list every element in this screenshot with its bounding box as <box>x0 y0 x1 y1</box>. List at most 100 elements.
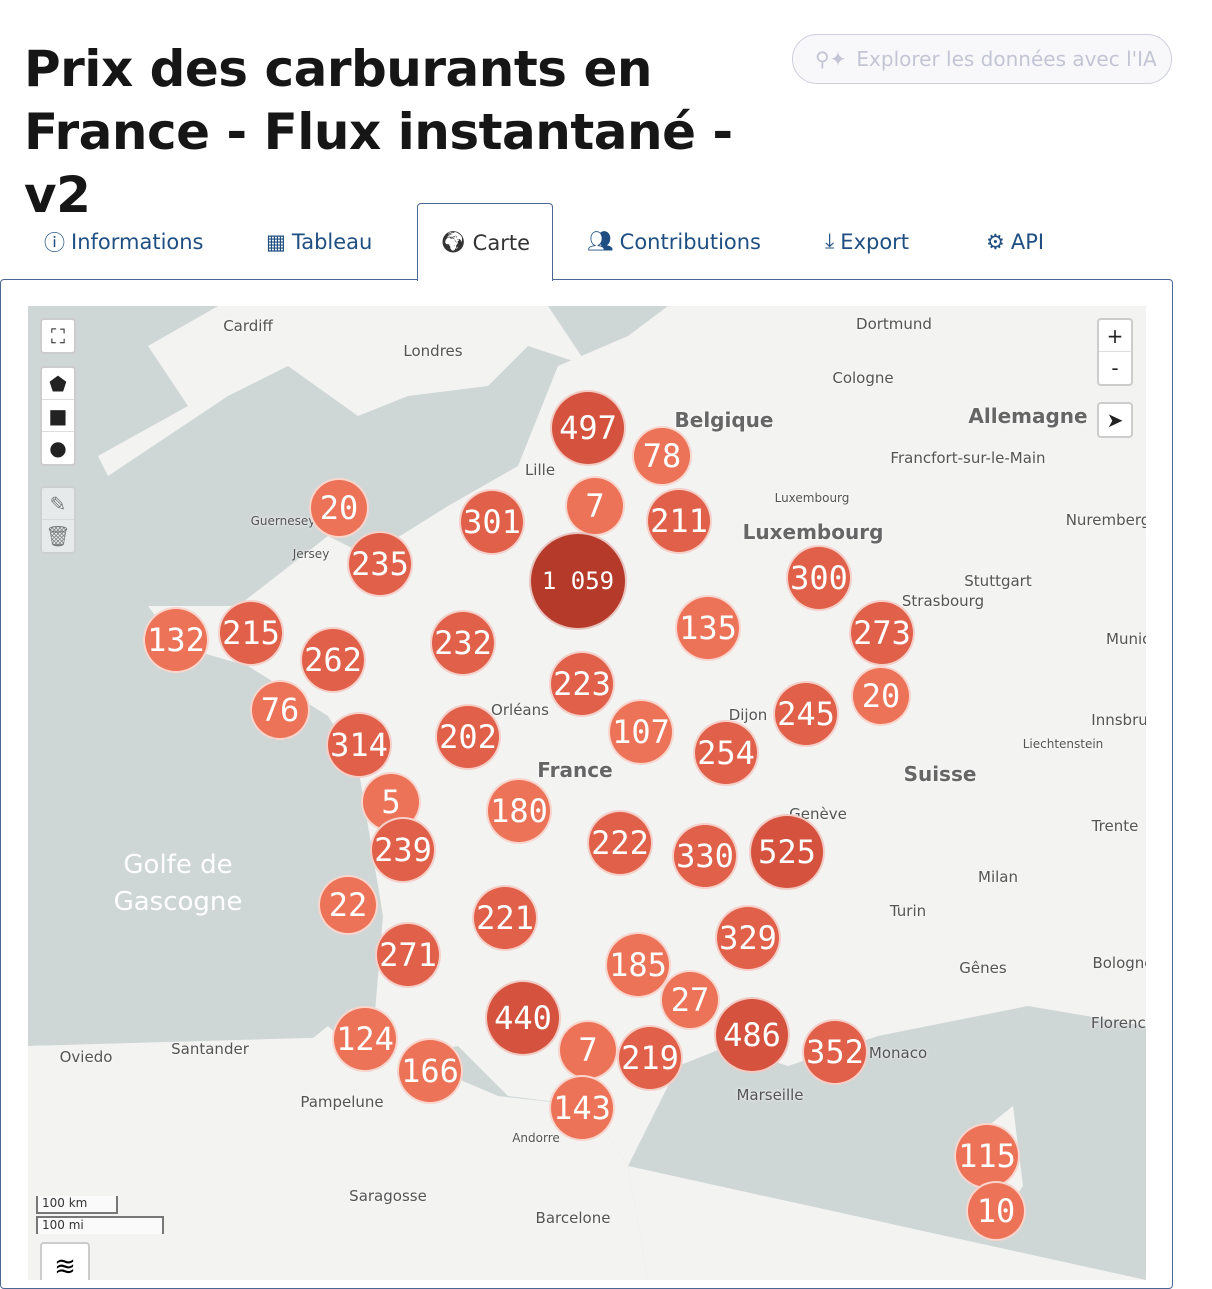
marker-cluster[interactable]: 76 <box>250 680 310 740</box>
marker-cluster[interactable]: 222 <box>587 810 653 876</box>
tab-informations[interactable]: ⓘ Informations <box>44 203 204 280</box>
tab-label: Export <box>840 229 910 254</box>
marker-cluster[interactable]: 215 <box>218 600 284 666</box>
marker-cluster[interactable]: 219 <box>617 1025 683 1091</box>
draw-rectangle-icon[interactable]: ■ <box>42 400 74 432</box>
edit-icon[interactable]: ✎ <box>42 488 74 520</box>
marker-cluster[interactable]: 486 <box>714 997 790 1073</box>
map-label: Belgique <box>674 408 774 432</box>
marker-cluster[interactable]: 180 <box>486 778 552 844</box>
marker-cluster[interactable]: 497 <box>550 390 626 466</box>
trash-icon[interactable]: 🗑︎ <box>45 524 71 548</box>
tab-label: Carte <box>472 230 530 255</box>
marker-cluster[interactable]: 232 <box>430 610 496 676</box>
marker-cluster[interactable]: 20 <box>309 478 369 538</box>
tab-api[interactable]: ⚙ API <box>986 203 1044 280</box>
marker-cluster[interactable]: 262 <box>300 627 366 693</box>
marker-cluster[interactable]: 185 <box>605 932 671 998</box>
map-label: Orléans <box>491 701 549 719</box>
draw-polygon-icon[interactable]: ⬟ <box>42 368 74 400</box>
marker-cluster[interactable]: 143 <box>549 1075 615 1141</box>
locate-button[interactable]: ➤ <box>1097 402 1133 438</box>
users-icon: 👥︎ <box>587 229 614 253</box>
marker-cluster[interactable]: 245 <box>773 681 839 747</box>
marker-cluster[interactable]: 115 <box>954 1123 1020 1189</box>
marker-cluster[interactable]: 7 <box>558 1020 618 1080</box>
marker-cluster[interactable]: 22 <box>318 875 378 935</box>
marker-cluster[interactable]: 7 <box>565 476 625 536</box>
marker-cluster[interactable]: 525 <box>749 814 825 890</box>
map-label: Allemagne <box>968 404 1088 428</box>
marker-cluster[interactable]: 202 <box>435 704 501 770</box>
map-label: Suisse <box>903 762 977 786</box>
marker-cluster[interactable]: 221 <box>472 885 538 951</box>
marker-cluster[interactable]: 166 <box>397 1038 463 1104</box>
marker-cluster[interactable]: 254 <box>693 720 759 786</box>
map-label: Londres <box>403 342 463 360</box>
marker-cluster[interactable]: 329 <box>715 905 781 971</box>
marker-cluster[interactable]: 132 <box>143 607 209 673</box>
map-label: Monaco <box>868 1044 928 1062</box>
marker-cluster[interactable]: 211 <box>646 488 712 554</box>
layers-icon: ≋ <box>54 1252 76 1280</box>
gears-icon: ⚙ <box>986 229 1005 254</box>
marker-cluster[interactable]: 352 <box>802 1019 868 1085</box>
map-label: Nuremberg <box>1065 511 1146 529</box>
marker-cluster[interactable]: 124 <box>332 1006 398 1072</box>
zoom-control: + - <box>1097 318 1133 386</box>
map-label: Florence <box>1090 1014 1146 1032</box>
map-label: Strasbourg <box>901 592 985 610</box>
tab-label: Tableau <box>291 229 373 254</box>
map-label: Trente <box>1091 817 1139 835</box>
tab-contributions[interactable]: 👥︎ Contributions <box>587 203 761 280</box>
marker-cluster[interactable]: 20 <box>851 666 911 726</box>
marker-cluster[interactable]: 27 <box>660 970 720 1030</box>
search-sparkle-icon: ⚲✦ <box>815 47 847 71</box>
page-title: Prix des carburants en France - Flux ins… <box>24 40 733 224</box>
map-label: Pampelune <box>300 1093 384 1111</box>
map-label: Dortmund <box>856 315 932 333</box>
map-label: Cardiff <box>223 317 273 335</box>
layers-button[interactable]: ≋ <box>40 1242 90 1280</box>
fullscreen-icon[interactable]: ⛶ <box>51 324 65 348</box>
tab-label: Contributions <box>619 229 762 254</box>
marker-cluster[interactable]: 239 <box>370 817 436 883</box>
marker-cluster[interactable]: 300 <box>786 545 852 611</box>
map-label: Dijon <box>728 706 768 724</box>
marker-cluster[interactable]: 78 <box>632 426 692 486</box>
location-arrow-icon[interactable]: ➤ <box>1106 408 1124 432</box>
marker-cluster[interactable]: 107 <box>608 699 674 765</box>
draw-circle-icon[interactable]: ● <box>49 436 67 460</box>
fullscreen-button[interactable]: ⛶ <box>40 318 76 354</box>
map-label: France <box>537 758 613 782</box>
marker-cluster[interactable]: 135 <box>675 595 741 661</box>
marker-cluster[interactable]: 301 <box>459 489 525 555</box>
zoom-in-button[interactable]: + <box>1099 320 1131 352</box>
map-label: Francfort-sur-le-Main <box>890 449 1046 467</box>
marker-cluster[interactable]: 330 <box>672 823 738 889</box>
map-label: Innsbruck <box>1091 711 1146 729</box>
marker-cluster[interactable]: 440 <box>485 980 561 1056</box>
tab-label: Informations <box>71 229 204 254</box>
zoom-out-button[interactable]: - <box>1111 356 1119 380</box>
ai-explore-label: Explorer les données avec l'IA <box>856 47 1157 71</box>
marker-cluster[interactable]: 223 <box>549 651 615 717</box>
marker-cluster[interactable]: 314 <box>326 712 392 778</box>
map-label: Munich <box>1106 630 1146 648</box>
map[interactable]: Cardiff Londres Dortmund Cologne Allemagne Be… <box>28 306 1146 1280</box>
marker-cluster[interactable]: 271 <box>375 922 441 988</box>
marker-cluster[interactable]: 10 <box>966 1181 1026 1241</box>
tab-export[interactable]: ⤓ Export <box>825 203 909 280</box>
marker-cluster[interactable]: 235 <box>347 531 413 597</box>
tab-bar: ⓘ Informations ▦ Tableau 🌍︎ Carte 👥︎ Contrib… <box>0 203 1173 281</box>
ai-explore-button[interactable]: ⚲✦ Explorer les données avec l'IA <box>792 34 1172 84</box>
map-label: Marseille <box>736 1086 804 1104</box>
map-label: Andorre <box>512 1131 560 1145</box>
marker-cluster[interactable]: 273 <box>849 600 915 666</box>
scale-mi: 100 mi <box>36 1216 164 1234</box>
map-label: Saragosse <box>349 1187 427 1205</box>
edit-toolbar: ✎ 🗑︎ <box>40 486 76 554</box>
tab-carte[interactable]: 🌍︎ Carte <box>417 203 553 281</box>
marker-cluster[interactable]: 1 059 <box>529 532 627 630</box>
tab-tableau[interactable]: ▦ Tableau <box>266 203 372 280</box>
